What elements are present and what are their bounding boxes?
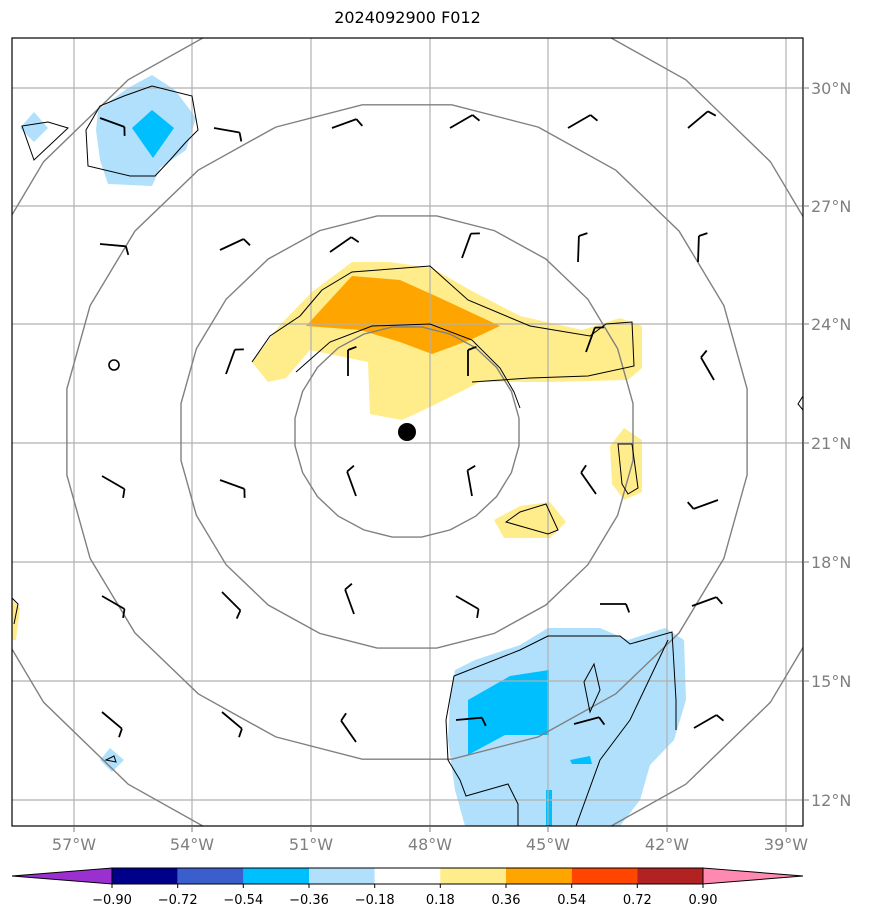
- anomaly-fill-light-blue: [20, 75, 686, 826]
- lat-label: 15°N: [811, 672, 851, 691]
- range-ring-2: [180, 215, 634, 649]
- lat-label: 24°N: [811, 315, 851, 334]
- lat-label: 27°N: [811, 197, 851, 216]
- wind-barb-icon: [99, 243, 130, 256]
- lat-label: 12°N: [811, 791, 851, 810]
- lon-label: 51°W: [289, 835, 333, 854]
- wind-barb-icon: [346, 465, 357, 497]
- colorbar-tick-label: −0.18: [355, 893, 395, 908]
- colorbar-tick-label: 0.54: [557, 893, 586, 908]
- wind-barb-icon: [221, 591, 242, 619]
- colorbar-swatch: [243, 868, 309, 884]
- colorbar-tick-label: −0.72: [158, 893, 198, 908]
- colorbar: −0.90 −0.72 −0.54 −0.36 −0.18 0.18 0.36 0.54 0.7…: [11, 867, 804, 908]
- wind-barb-icon: [467, 345, 477, 376]
- wind-barb-icon: [221, 711, 243, 738]
- axis-ticks: [73, 87, 809, 832]
- lat-label: 21°N: [811, 434, 851, 453]
- colorbar-tick-label: 0.18: [426, 893, 455, 908]
- colorbar-swatch: [571, 868, 638, 884]
- wind-barb-icon: [344, 583, 355, 615]
- lon-label: 42°W: [645, 835, 689, 854]
- range-ring-3: [66, 104, 748, 760]
- colorbar-tick-label: 0.90: [689, 893, 718, 908]
- wind-barb-icon: [573, 716, 606, 726]
- wind-barb-icon: [600, 603, 631, 613]
- wind-barb-icon: [101, 475, 126, 499]
- wind-barb-icon: [580, 464, 597, 495]
- colorbar-tick-label: −0.36: [289, 893, 329, 908]
- colorbar-swatch: [309, 868, 375, 884]
- colorbar-swatch: [637, 868, 703, 884]
- colorbar-extend-low: [11, 867, 113, 885]
- lon-label: 39°W: [764, 835, 808, 854]
- wind-barbs: [99, 110, 725, 743]
- lat-label: 18°N: [811, 553, 851, 572]
- calm-wind-circle-icon: [108, 359, 120, 371]
- wind-barb-icon: [331, 118, 363, 129]
- wind-barb-icon: [466, 465, 476, 497]
- wind-barb-icon: [455, 595, 480, 619]
- colorbar-swatch: [440, 868, 506, 884]
- wind-barb-icon: [700, 349, 715, 381]
- storm-center-icon: [398, 423, 416, 441]
- map-title: 2024092900 F012: [334, 8, 481, 27]
- wind-barb-icon: [567, 114, 599, 129]
- lon-label: 45°W: [526, 835, 570, 854]
- wind-barb-icon: [340, 712, 357, 743]
- wind-barb-icon: [449, 114, 481, 129]
- wind-barb-icon: [455, 716, 487, 727]
- wind-barb-icon: [329, 236, 360, 253]
- map-area: [12, 38, 803, 826]
- wind-barb-icon: [687, 499, 719, 510]
- lon-label: 54°W: [170, 835, 214, 854]
- colorbar-tick-label: −0.90: [92, 893, 132, 908]
- wind-barb-icon: [687, 110, 717, 129]
- latitude-labels: 30°N 27°N 24°N 21°N 18°N 15°N 12°N: [811, 79, 851, 810]
- lon-label: 48°W: [408, 835, 452, 854]
- colorbar-swatch: [177, 868, 244, 884]
- range-rings: [12, 38, 803, 826]
- colorbar-tick-label: 0.36: [492, 893, 521, 908]
- colorbar-tick-label: 0.72: [623, 893, 652, 908]
- colorbar-tick-label: −0.54: [223, 893, 263, 908]
- lat-label: 30°N: [811, 79, 851, 98]
- lon-label: 57°W: [52, 835, 96, 854]
- wind-barb-icon: [99, 117, 126, 136]
- wind-barb-icon: [219, 238, 251, 251]
- wind-barb-icon: [577, 232, 588, 263]
- wind-barb-icon: [691, 596, 723, 607]
- longitude-labels: 57°W 54°W 51°W 48°W 45°W 42°W 39°W: [52, 835, 808, 854]
- wind-barb-icon: [697, 232, 708, 263]
- wind-barb-icon: [101, 711, 123, 738]
- anomaly-fill-blue: [132, 110, 592, 826]
- wind-barb-icon: [219, 479, 246, 498]
- wind-barb-icon: [347, 345, 357, 376]
- graticule: [12, 38, 803, 826]
- wind-barb-icon: [101, 595, 126, 619]
- contour-outlines: [12, 85, 803, 826]
- colorbar-extend-high: [702, 867, 804, 885]
- wind-barb-icon: [461, 232, 480, 259]
- colorbar-swatch: [112, 868, 178, 884]
- range-ring-outer: [12, 38, 803, 826]
- map-frame: [11, 37, 804, 827]
- wind-barb-icon: [225, 348, 244, 375]
- colorbar-swatch: [374, 868, 441, 884]
- wind-barb-icon: [213, 127, 243, 142]
- wind-barb-icon: [693, 714, 725, 729]
- colorbar-swatch: [506, 868, 572, 884]
- wind-barb-icon: [585, 326, 604, 353]
- colorbar-frame: [111, 867, 704, 885]
